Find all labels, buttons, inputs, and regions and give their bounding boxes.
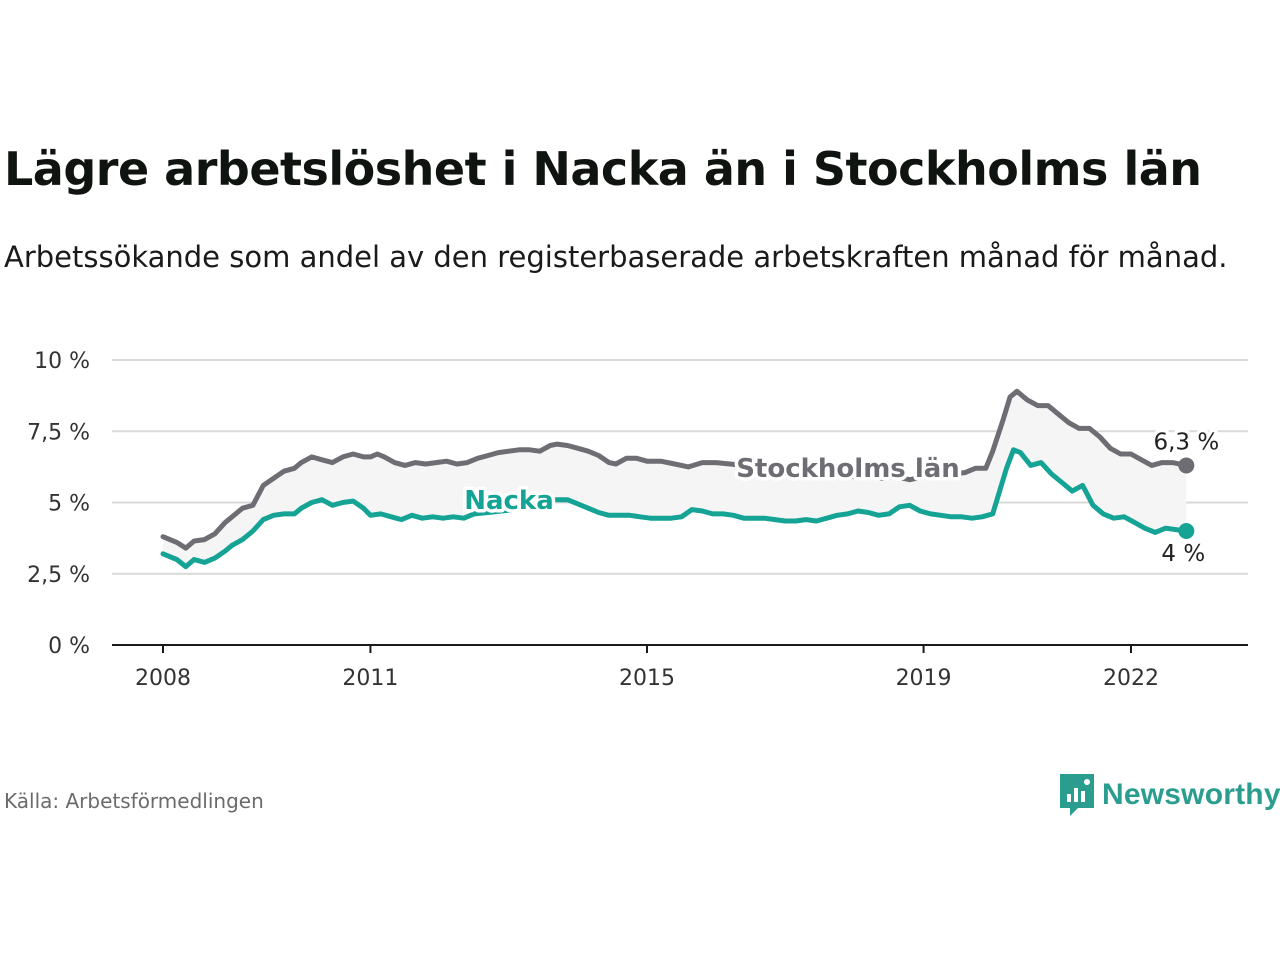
- brand-name: Newsworthy: [1102, 778, 1280, 811]
- line-chart: 0 % 2,5 % 5 % 7,5 % 10 % 2008 2011 2015 2019 202…: [27, 349, 1248, 691]
- end-label-nacka-halo: 4 %: [1161, 541, 1205, 567]
- newsworthy-logo-icon: [1060, 774, 1094, 816]
- y-tick-label: 5 %: [48, 492, 90, 517]
- x-tick-label: 2015: [619, 666, 675, 691]
- brand-logo[interactable]: Newsworthy: [1058, 772, 1280, 818]
- chart-title: Lägre arbetslöshet i Nacka än i Stockhol…: [4, 142, 1202, 196]
- end-point-nacka: [1178, 523, 1195, 539]
- y-tick-label: 0 %: [48, 634, 90, 659]
- x-tick-label: 2022: [1103, 666, 1159, 691]
- end-label-nacka-text: 4 %: [1161, 541, 1205, 567]
- end-label-nacka: 4 %4 %: [1158, 538, 1209, 571]
- end-label-stockholms-lan-halo: 6,3 %: [1153, 429, 1219, 455]
- y-tick-label: 2,5 %: [27, 563, 90, 588]
- series: [160, 388, 1195, 570]
- chart-subtitle: Arbetssökande som andel av den registerb…: [4, 240, 1228, 274]
- series-label-stockholms-lan-text: Stockholms län: [736, 454, 960, 484]
- series-label-nacka-text: Nacka: [464, 486, 554, 516]
- series-line-stockholms-lan: [160, 388, 1189, 551]
- difference-band: [163, 391, 1187, 567]
- x-tick-label: 2019: [896, 666, 952, 691]
- source-note: Källa: Arbetsförmedlingen: [4, 789, 264, 813]
- end-label-stockholms-lan: 6,3 %6,3 %: [1150, 426, 1223, 459]
- y-tick-label: 10 %: [34, 349, 90, 374]
- x-axis: 2008 2011 2015 2019 2022: [112, 644, 1248, 691]
- series-label-stockholms-lan-halo: Stockholms län: [736, 454, 960, 484]
- y-tick-label: 7,5 %: [27, 420, 90, 445]
- end-point-stockholms-lan: [1178, 457, 1195, 474]
- series-line-nacka: [160, 447, 1189, 570]
- y-axis: 0 % 2,5 % 5 % 7,5 % 10 %: [27, 349, 90, 659]
- x-tick-label: 2008: [135, 666, 191, 691]
- x-tick-label: 2011: [342, 666, 398, 691]
- series-label-nacka-halo: Nacka: [464, 486, 554, 516]
- end-label-stockholms-lan-text: 6,3 %: [1153, 429, 1219, 455]
